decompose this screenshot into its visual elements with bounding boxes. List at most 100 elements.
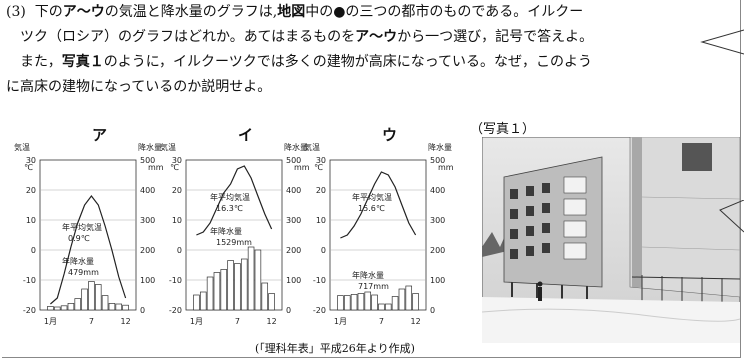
question-line-3: また，写真１のように，イルクーツクでは多くの建物が高床になっている。なぜ，このよ…	[20, 54, 593, 70]
temp-tick-label: -20	[313, 306, 326, 315]
precip-tick-label: 400	[140, 186, 155, 195]
chart-annotation: 年降水量	[352, 270, 384, 280]
precip-unit: mm	[148, 163, 164, 172]
temp-axis-label: 気温	[14, 142, 30, 152]
temp-unit: ℃	[24, 163, 33, 172]
chart-annotation: 717mm	[358, 282, 389, 291]
temp-tick-label: 10	[26, 216, 36, 225]
temp-axis-label: 気温	[304, 142, 320, 152]
precip-tick-label: 400	[286, 186, 301, 195]
precip-bar	[343, 295, 351, 311]
chart-annotation: 年降水量	[210, 226, 242, 236]
precip-bar	[115, 303, 123, 311]
x-tick-label: 1月	[334, 317, 347, 326]
precip-bar	[240, 258, 248, 311]
precip-bar	[53, 306, 61, 311]
precip-bar	[60, 305, 68, 311]
question-line-4: に高床の建物になっているのか説明せよ。	[6, 79, 272, 95]
source-caption: (「理科年表」平成26年より作成)	[255, 342, 415, 355]
chart-annotation: 年平均気温	[62, 222, 102, 232]
x-tick-label: 1月	[190, 317, 203, 326]
precip-bar	[391, 296, 399, 311]
precip-bar	[254, 249, 262, 311]
temp-tick-label: 20	[172, 186, 182, 195]
precip-tick-label: 0	[140, 306, 145, 315]
plot-frame	[329, 159, 427, 311]
precip-bar	[213, 272, 221, 311]
precip-bar	[378, 303, 385, 311]
temp-tick-label: 30	[26, 156, 36, 165]
temp-line	[340, 171, 417, 239]
precip-bar	[67, 303, 75, 311]
callout-arrow-top	[700, 29, 744, 55]
precip-unit: mm	[438, 163, 454, 172]
precip-bar	[398, 288, 406, 311]
precip-bar	[261, 282, 269, 311]
question-line-1: (3) 下のア〜ウの気温と降水量のグラフは,地図中の●の三つの都市のものである。…	[6, 4, 584, 20]
x-tick-label: 12	[266, 317, 276, 326]
x-tick-label: 7	[89, 317, 94, 326]
chart-annotation: 0.9℃	[68, 234, 90, 243]
chart-annotation: 15.6℃	[358, 204, 385, 213]
precip-bar	[206, 276, 214, 311]
precip-bar	[47, 306, 54, 311]
precip-bar	[364, 291, 372, 311]
temp-tick-label: 30	[172, 156, 182, 165]
x-tick-label: 12	[120, 317, 130, 326]
precip-axis-label: 降水量	[284, 142, 308, 152]
chart-annotation: 年降水量	[62, 256, 94, 266]
precip-bar	[234, 263, 241, 311]
precip-axis-label: 降水量	[428, 142, 452, 152]
temp-tick-label: 10	[172, 216, 182, 225]
x-tick-label: 1月	[44, 317, 57, 326]
plot-frame	[39, 159, 137, 311]
precip-bar	[405, 285, 413, 311]
x-tick-label: 7	[235, 317, 240, 326]
precip-bar	[108, 303, 116, 311]
temp-tick-label: 20	[26, 186, 36, 195]
temp-tick-label: 30	[316, 156, 326, 165]
temp-tick-label: -10	[169, 276, 182, 285]
temp-line	[50, 195, 127, 305]
temp-line	[196, 165, 273, 236]
precip-bar	[101, 295, 109, 311]
temp-tick-label: -20	[169, 306, 182, 315]
callout-arrow-bottom	[719, 200, 744, 233]
precip-bar	[94, 284, 102, 311]
chart-label-a: ア	[92, 126, 108, 144]
precip-bar	[384, 303, 392, 311]
temp-unit: ℃	[170, 163, 179, 172]
temp-unit: ℃	[314, 163, 323, 172]
chart-annotation: 16.3℃	[216, 204, 243, 213]
precip-bar	[227, 260, 234, 311]
precip-bar	[412, 293, 419, 311]
precip-tick-label: 500	[140, 156, 155, 165]
precip-tick-label: 500	[430, 156, 445, 165]
precip-tick-label: 300	[430, 216, 445, 225]
climate-chart-i: 気温 降水量 ℃ mm 30 20 10 0 -10 -20 500 400 300 200 100 0 1月 7…	[160, 118, 310, 338]
precip-bar	[199, 291, 207, 311]
precip-tick-label: 200	[430, 246, 445, 255]
precip-tick-label: 400	[430, 186, 445, 195]
precip-tick-label: 300	[286, 216, 301, 225]
precip-axis-label: 降水量	[138, 142, 162, 152]
temp-tick-label: 0	[321, 246, 326, 255]
temp-tick-label: -10	[313, 276, 326, 285]
photo-label: （写真１）	[470, 122, 536, 137]
temp-tick-label: -20	[23, 306, 36, 315]
precip-tick-label: 200	[140, 246, 155, 255]
precip-tick-label: 100	[286, 276, 301, 285]
precip-tick-label: 200	[286, 246, 301, 255]
precip-bar	[74, 298, 82, 311]
chart-annotation: 年平均気温	[210, 192, 250, 202]
precip-tick-label: 0	[430, 306, 435, 315]
x-tick-label: 12	[410, 317, 420, 326]
precip-bar	[371, 294, 378, 311]
precip-bar	[350, 294, 358, 311]
precip-unit: mm	[294, 163, 310, 172]
precip-bar	[337, 295, 344, 311]
precip-bar	[122, 304, 129, 311]
temp-tick-label: -10	[23, 276, 36, 285]
plot-frame	[185, 159, 283, 311]
